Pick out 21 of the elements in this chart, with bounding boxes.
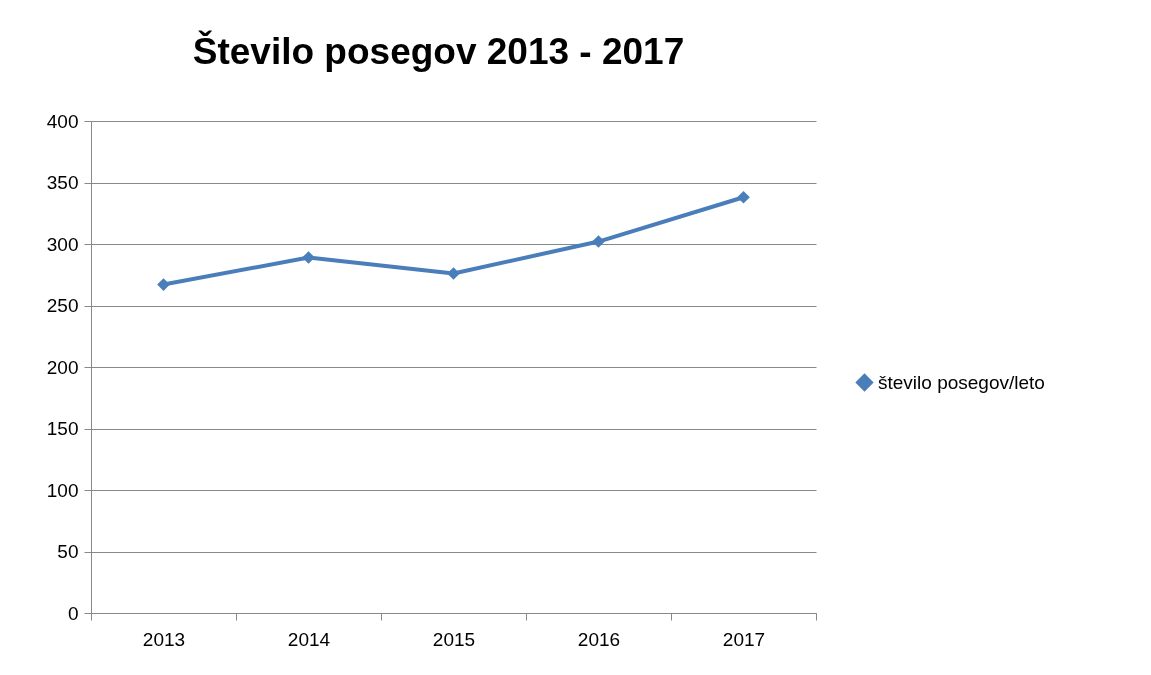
chart-title: Število posegov 2013 - 2017 (192, 30, 685, 72)
y-tick-label: 350 (46, 172, 79, 193)
y-tick-label: 100 (46, 479, 79, 501)
y-tick-label: 400 (46, 110, 79, 132)
point (592, 235, 605, 248)
x-tick-label: 2017 (722, 628, 766, 650)
x-tick-label: 2015 (432, 628, 476, 650)
y-tick-label: 250 (46, 295, 79, 316)
x-tick-label: 2014 (287, 628, 331, 650)
point (157, 278, 170, 291)
x-tick-label: 2016 (577, 628, 621, 650)
legend-label: število posegov/leto (878, 371, 1045, 393)
y-tick-label: 300 (46, 233, 79, 255)
point (302, 251, 315, 264)
x-tick-label: 2013 (142, 628, 186, 650)
point (447, 267, 460, 280)
y-tick-label: 150 (46, 418, 79, 439)
point (737, 190, 750, 204)
y-tick-label: 0 (67, 602, 79, 624)
y-tick-label: 50 (57, 541, 79, 562)
y-tick-label: 200 (46, 356, 79, 378)
